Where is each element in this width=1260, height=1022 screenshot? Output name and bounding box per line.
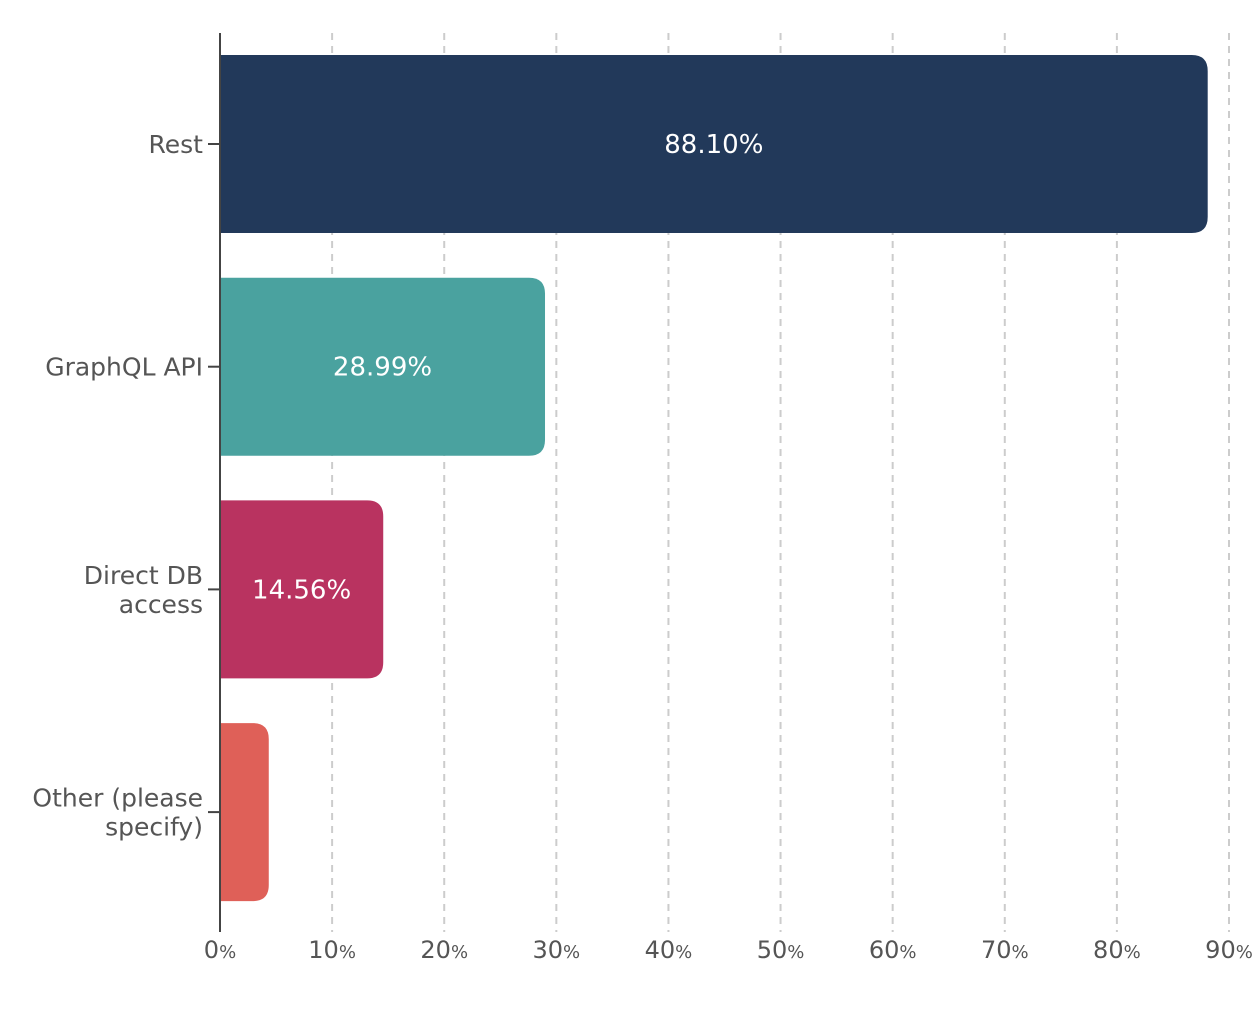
x-tick-label: 90%	[1205, 936, 1253, 964]
x-tick-label: 30%	[533, 936, 581, 964]
data-label: 28.99%	[333, 353, 432, 383]
category-label: Rest	[149, 130, 204, 159]
category-label: Other (please specify)	[32, 784, 203, 842]
category-labels: Rest GraphQL API Direct DB access Other (ple…	[32, 130, 220, 842]
category-label: GraphQL API	[45, 353, 203, 382]
bar	[220, 723, 269, 902]
bar	[220, 55, 1208, 233]
x-tick-label: 70%	[981, 936, 1029, 964]
category-label: Direct DB access	[84, 561, 203, 619]
x-tick-label: 20%	[420, 936, 468, 964]
x-tick-label: 80%	[1093, 936, 1141, 964]
bars: 88.10% 28.99% 14.56%	[220, 55, 1208, 902]
x-tick-label: 10%	[308, 936, 356, 964]
bar	[220, 500, 384, 679]
bar	[220, 277, 546, 456]
x-tick-label: 60%	[869, 936, 917, 964]
x-tick-label: 0%	[204, 936, 236, 964]
data-label: 88.10%	[664, 130, 763, 160]
x-tick-label: 50%	[757, 936, 805, 964]
x-tick-label: 40%	[645, 936, 693, 964]
data-label: 14.56%	[252, 575, 351, 605]
x-axis-ticks: 0% 10% 20% 30% 40% 50% 60% 70% 80% 90%	[204, 936, 1253, 964]
